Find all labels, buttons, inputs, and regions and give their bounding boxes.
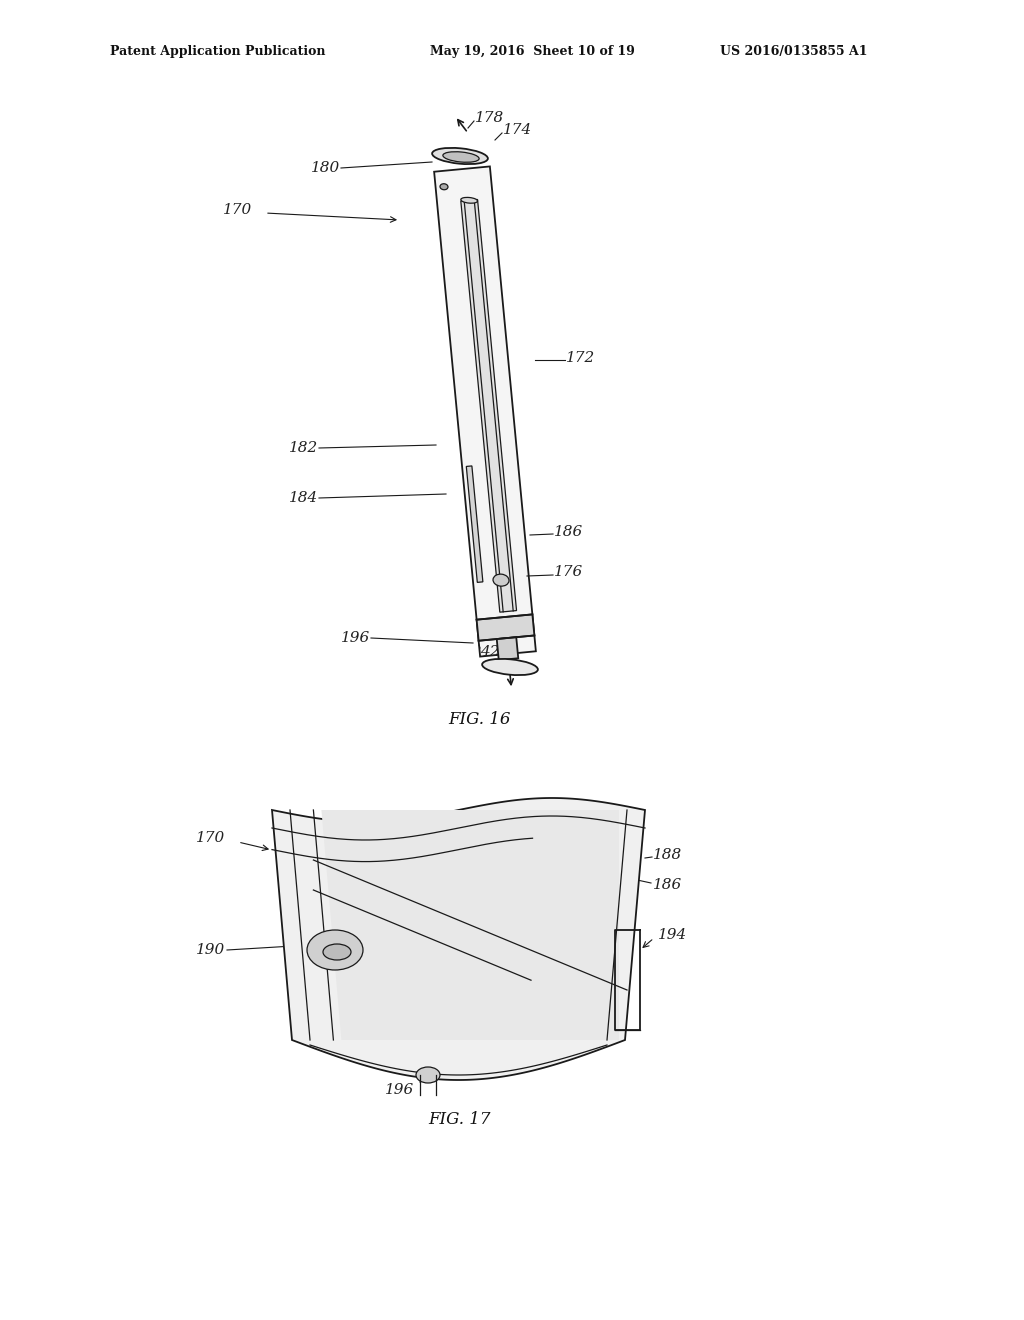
Ellipse shape: [307, 931, 362, 970]
Text: 184: 184: [289, 491, 318, 506]
Ellipse shape: [482, 659, 538, 675]
Ellipse shape: [461, 198, 477, 203]
Text: 188: 188: [653, 847, 682, 862]
Text: 182: 182: [289, 441, 318, 455]
Text: 190: 190: [196, 942, 225, 957]
Text: 170: 170: [223, 203, 252, 216]
Text: FIG. 17: FIG. 17: [429, 1111, 492, 1129]
Polygon shape: [272, 799, 645, 1080]
Polygon shape: [434, 166, 536, 656]
Text: 194: 194: [658, 928, 687, 942]
Ellipse shape: [432, 148, 487, 164]
Text: US 2016/0135855 A1: US 2016/0135855 A1: [720, 45, 867, 58]
Text: 186: 186: [653, 878, 682, 892]
Ellipse shape: [493, 574, 509, 586]
Text: 174: 174: [503, 123, 532, 137]
Ellipse shape: [323, 944, 351, 960]
Text: 178: 178: [475, 111, 504, 125]
Text: 180: 180: [310, 161, 340, 176]
Polygon shape: [466, 466, 483, 582]
Polygon shape: [476, 614, 535, 640]
Text: FIG. 16: FIG. 16: [449, 711, 511, 729]
Text: May 19, 2016  Sheet 10 of 19: May 19, 2016 Sheet 10 of 19: [430, 45, 635, 58]
Ellipse shape: [442, 152, 479, 162]
Text: 42: 42: [480, 645, 500, 659]
Text: 196: 196: [385, 1082, 415, 1097]
Text: 186: 186: [554, 525, 584, 539]
Text: 176: 176: [554, 565, 584, 579]
Polygon shape: [322, 810, 618, 1040]
Text: 196: 196: [341, 631, 370, 645]
Polygon shape: [461, 199, 516, 612]
Text: 172: 172: [566, 351, 595, 366]
Ellipse shape: [440, 183, 447, 190]
Text: 170: 170: [196, 832, 225, 845]
Polygon shape: [497, 638, 518, 660]
Text: Patent Application Publication: Patent Application Publication: [110, 45, 326, 58]
Ellipse shape: [416, 1067, 440, 1082]
